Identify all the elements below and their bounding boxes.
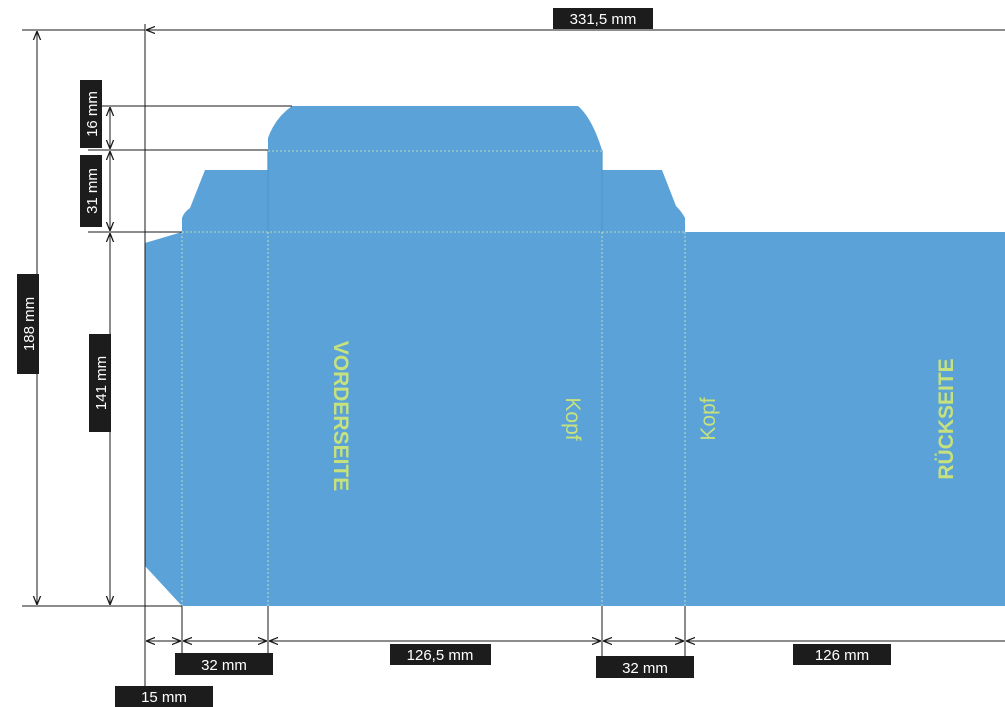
svg-text:15 mm: 15 mm	[141, 689, 187, 706]
box-net	[145, 106, 1005, 606]
side-panel-right	[602, 170, 685, 606]
dim-label-side-2: 32 mm	[596, 656, 694, 678]
head-label-2: Kopf	[697, 397, 720, 440]
dim-label-total-height: 188 mm	[17, 274, 39, 374]
svg-text:126,5 mm: 126,5 mm	[407, 647, 474, 664]
back-panel	[685, 232, 1005, 606]
extension-lines	[22, 24, 686, 707]
back-panel-label: RÜCKSEITE	[935, 358, 958, 479]
front-panel-label: VORDERSEITE	[329, 341, 352, 492]
dim-label-total-width: 331,5 mm	[553, 8, 653, 29]
glue-flap	[145, 232, 182, 606]
dim-label-body-height: 141 mm	[89, 334, 111, 432]
dim-label-front-width: 126,5 mm	[390, 644, 491, 665]
dim-label-lid-flap: 16 mm	[80, 80, 102, 148]
dim-label-side-1: 32 mm	[175, 653, 273, 675]
svg-text:188 mm: 188 mm	[21, 297, 38, 351]
svg-text:16 mm: 16 mm	[84, 91, 101, 137]
dim-label-top-flap: 31 mm	[80, 155, 102, 227]
svg-text:31 mm: 31 mm	[84, 168, 101, 214]
dim-label-glue-flap: 15 mm	[115, 686, 213, 707]
svg-text:141 mm: 141 mm	[93, 356, 110, 410]
side-panel-left	[182, 170, 268, 606]
dim-label-back-width: 126 mm	[793, 644, 891, 665]
svg-text:32 mm: 32 mm	[201, 657, 247, 674]
svg-text:32 mm: 32 mm	[622, 660, 668, 677]
front-panel	[268, 106, 602, 606]
svg-text:126 mm: 126 mm	[815, 647, 869, 664]
head-label-1: Kopf	[561, 397, 584, 440]
svg-text:331,5 mm: 331,5 mm	[570, 11, 637, 28]
